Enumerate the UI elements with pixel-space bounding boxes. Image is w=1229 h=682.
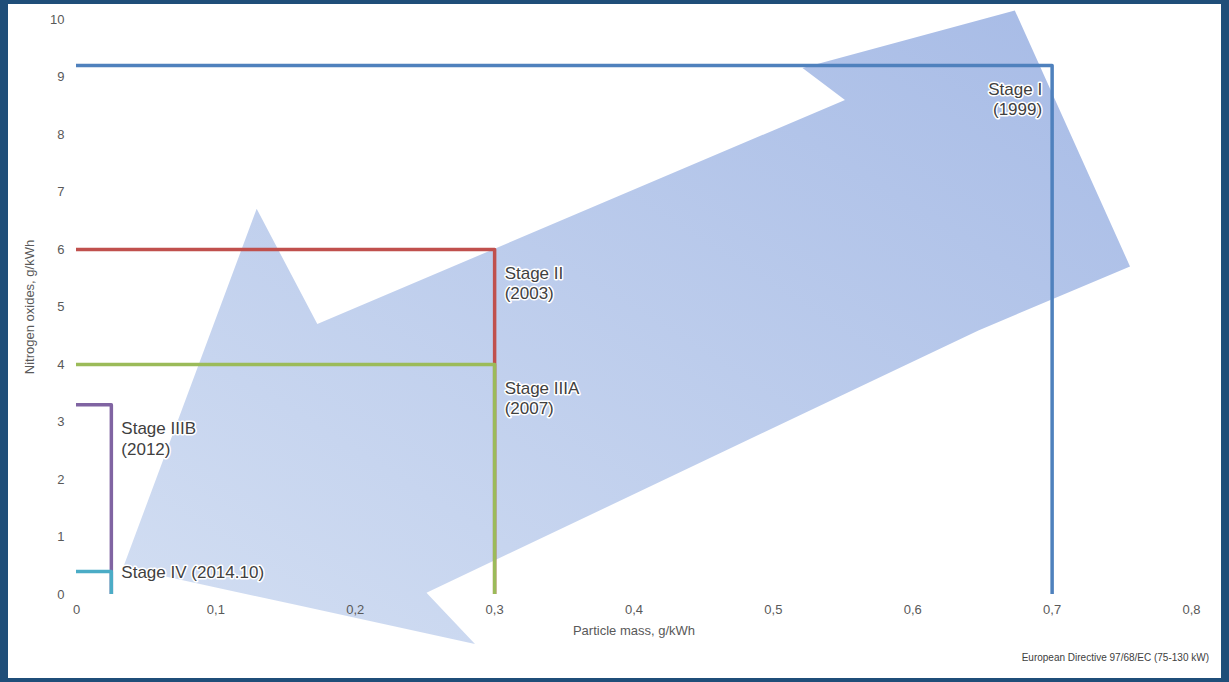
svg-text:7: 7 bbox=[57, 184, 64, 199]
svg-text:Particle mass, g/kWh: Particle mass, g/kWh bbox=[573, 623, 695, 638]
svg-text:0,4: 0,4 bbox=[625, 602, 643, 617]
svg-text:0,3: 0,3 bbox=[486, 602, 504, 617]
svg-text:2: 2 bbox=[57, 472, 64, 487]
svg-text:0,5: 0,5 bbox=[764, 602, 782, 617]
svg-text:5: 5 bbox=[57, 299, 64, 314]
svg-text:Stage II(2003): Stage II(2003) bbox=[505, 264, 564, 303]
svg-text:Stage IIIA(2007): Stage IIIA(2007) bbox=[505, 379, 580, 418]
svg-text:Stage IV (2014.10): Stage IV (2014.10) bbox=[121, 563, 264, 582]
svg-text:10: 10 bbox=[50, 12, 64, 27]
svg-text:0,2: 0,2 bbox=[346, 602, 364, 617]
svg-text:4: 4 bbox=[57, 357, 64, 372]
svg-text:0,7: 0,7 bbox=[1043, 602, 1061, 617]
svg-text:0,8: 0,8 bbox=[1182, 602, 1200, 617]
svg-text:1: 1 bbox=[57, 529, 64, 544]
svg-text:0,6: 0,6 bbox=[904, 602, 922, 617]
svg-text:Nitrogen oxides, g/kWh: Nitrogen oxides, g/kWh bbox=[22, 240, 37, 374]
svg-text:0: 0 bbox=[57, 587, 64, 602]
svg-text:0: 0 bbox=[73, 602, 80, 617]
svg-text:8: 8 bbox=[57, 127, 64, 142]
svg-text:9: 9 bbox=[57, 69, 64, 84]
svg-text:6: 6 bbox=[57, 242, 64, 257]
svg-text:Stage IIIB(2012): Stage IIIB(2012) bbox=[121, 419, 196, 458]
svg-text:3: 3 bbox=[57, 414, 64, 429]
svg-text:0,1: 0,1 bbox=[207, 602, 225, 617]
svg-text:Stage I(1999): Stage I(1999) bbox=[988, 80, 1042, 119]
html-text:European Directive 97/68/EC (7: European Directive 97/68/EC (75-130 kW) bbox=[1021, 652, 1209, 663]
